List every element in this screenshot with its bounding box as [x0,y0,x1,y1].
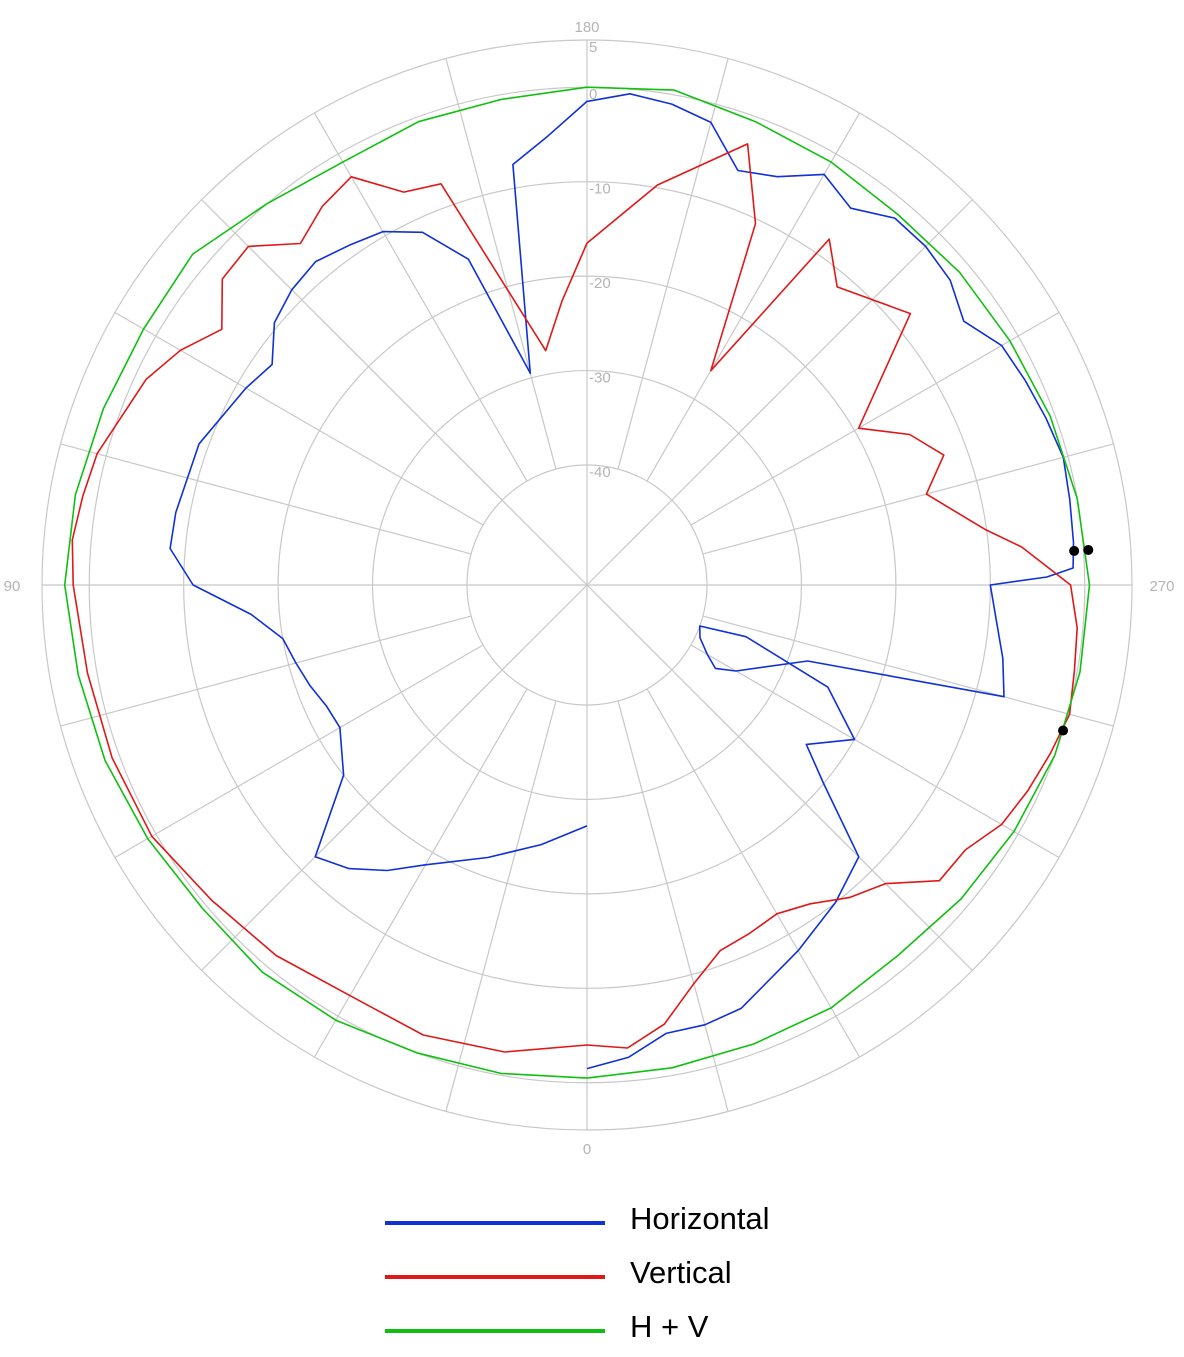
radial-tick-label: -10 [589,181,611,198]
angle-label: 90 [4,578,21,595]
radial-tick-label: 0 [589,86,597,103]
polar-chart: 180 270 0 90 5 0 -10 -20 -30 -40 [0,0,1184,1180]
angle-label: 0 [583,1141,591,1158]
angle-label: 270 [1149,578,1174,595]
grid-spoke [618,59,728,470]
grid-spoke [691,313,1059,526]
label-group: 180 270 0 90 5 0 -10 -20 -30 -40 [4,19,1175,1158]
legend: Horizontal Vertical H + V [385,1195,885,1357]
grid-spoke [587,200,972,585]
legend-swatch-horizontal [385,1221,605,1225]
radial-tick-label: 5 [589,39,597,56]
data-marker [1083,545,1093,555]
legend-swatch-vertical [385,1275,605,1279]
grid-spoke [315,689,528,1057]
series-line-horizontal [170,94,1073,1069]
grid-spoke [115,313,483,526]
radial-tick-label: -40 [589,464,611,481]
grid-spoke [703,444,1114,554]
polar-grid [42,40,1132,1130]
legend-item-horizontal: Horizontal [385,1195,885,1249]
grid-spoke [618,701,728,1112]
legend-swatch-hv [385,1329,605,1333]
grid-spoke [202,585,587,970]
grid-spoke [315,113,528,481]
grid-spoke [115,645,483,858]
legend-label-vertical: Vertical [630,1255,732,1291]
grid-spoke [202,200,587,585]
radial-tick-label: -20 [589,275,611,292]
grid-spoke [703,616,1114,726]
grid-spoke [446,701,556,1112]
data-marker [1058,726,1068,736]
grid-spoke [61,616,472,726]
grid-spoke [647,689,860,1057]
legend-item-hv: H + V [385,1303,885,1357]
legend-item-vertical: Vertical [385,1249,885,1303]
angle-label: 180 [574,19,599,36]
legend-label-hv: H + V [630,1309,708,1345]
grid-spoke [61,444,472,554]
grid-spoke [647,113,860,481]
legend-label-horizontal: Horizontal [630,1201,770,1237]
grid-spoke [446,59,556,470]
data-marker [1069,546,1079,556]
radial-tick-label: -30 [589,370,611,387]
